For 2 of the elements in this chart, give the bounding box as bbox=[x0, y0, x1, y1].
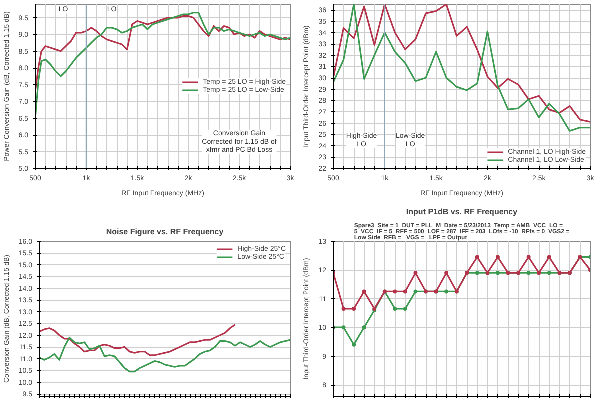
chart-title: Noise Figure vs. RF Frequency bbox=[106, 228, 224, 236]
chart-title: Input P1dB vs. RF Frequency bbox=[406, 208, 518, 216]
